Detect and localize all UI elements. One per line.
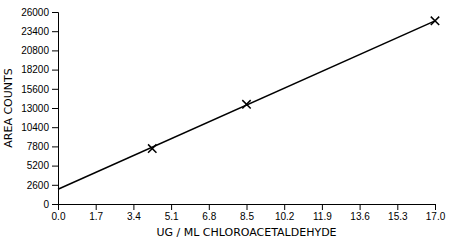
tick-mark — [284, 204, 285, 210]
marks — [58, 17, 439, 190]
tick-mark — [52, 127, 58, 128]
regression-line — [58, 21, 435, 189]
tick: 13000 — [21, 103, 58, 114]
plot: 0.0 1.7 3.4 5.1 6.8 8.5 10.2 11.9 13.6 15.3 17.0 0 2… — [21, 7, 445, 222]
chart: 0.0 1.7 3.4 5.1 6.8 8.5 10.2 11.9 13.6 15.3 17.0 0 2… — [0, 0, 455, 240]
tick: 15600 — [21, 84, 58, 95]
tick-label: 1.7 — [89, 211, 103, 222]
x-axis-title: UG / ML CHLOROACETALDEHYDE — [156, 226, 336, 239]
tick: 20800 — [21, 45, 58, 56]
tick-mark — [52, 31, 58, 32]
data-point — [431, 17, 439, 25]
tick: 3.4 — [127, 204, 141, 222]
y-axis-title: AREA COUNTS — [2, 68, 15, 147]
tick-label: 11.9 — [313, 211, 332, 222]
tick-mark — [435, 204, 436, 210]
y-axis: 0 2600 5200 7800 10400 13000 15600 18200 20800 23… — [21, 7, 58, 210]
tick-label: 26000 — [21, 7, 49, 18]
tick-label: 7800 — [27, 141, 50, 152]
tick: 1.7 — [89, 204, 103, 222]
tick-label: 20800 — [21, 45, 49, 56]
tick-mark — [209, 204, 210, 210]
tick: 0.0 — [52, 204, 66, 222]
data-point — [242, 100, 250, 108]
tick-label: 10.2 — [275, 211, 295, 222]
tick-label: 8.5 — [240, 211, 254, 222]
data-point — [148, 144, 156, 152]
tick: 5.1 — [165, 204, 179, 222]
tick: 5200 — [27, 160, 58, 171]
tick-mark — [133, 204, 134, 210]
tick: 2600 — [27, 180, 58, 191]
tick: 8.5 — [240, 204, 254, 222]
tick: 7800 — [27, 141, 58, 152]
tick-mark — [360, 204, 361, 210]
tick-mark — [247, 204, 248, 210]
tick: 23400 — [21, 26, 58, 37]
tick-label: 10400 — [21, 122, 49, 133]
tick-mark — [52, 166, 58, 167]
tick-mark — [397, 204, 398, 210]
tick: 0 — [43, 199, 58, 210]
tick: 17.0 — [426, 204, 446, 222]
tick: 26000 — [21, 7, 58, 18]
axis-line — [59, 205, 436, 211]
tick-mark — [96, 204, 97, 210]
tick: 15.3 — [388, 204, 408, 222]
tick-mark — [171, 204, 172, 210]
tick-mark — [52, 12, 58, 13]
tick-mark — [322, 204, 323, 210]
tick-label: 2600 — [27, 180, 50, 191]
tick-label: 18200 — [21, 64, 49, 75]
tick-mark — [52, 146, 58, 147]
tick-mark — [52, 89, 58, 90]
tick-label: 6.8 — [202, 211, 216, 222]
x-axis: 0.0 1.7 3.4 5.1 6.8 8.5 10.2 11.9 13.6 15.3 17.0 — [52, 204, 446, 222]
tick-label: 13000 — [21, 103, 49, 114]
tick-label: 5.1 — [165, 211, 179, 222]
tick-mark — [52, 50, 58, 51]
tick: 10.2 — [275, 204, 295, 222]
tick-label: 17.0 — [426, 211, 446, 222]
tick: 13.6 — [350, 204, 370, 222]
tick-mark — [52, 185, 58, 186]
tick: 18200 — [21, 64, 58, 75]
tick-label: 13.6 — [350, 211, 370, 222]
tick: 6.8 — [202, 204, 216, 222]
tick-label: 0 — [43, 199, 49, 210]
tick-label: 0.0 — [52, 211, 66, 222]
axis-line — [52, 13, 59, 205]
tick-label: 23400 — [21, 26, 49, 37]
tick-label: 15.3 — [388, 211, 408, 222]
tick-mark — [52, 70, 58, 71]
tick-mark — [52, 108, 58, 109]
tick-mark — [52, 204, 58, 205]
tick: 10400 — [21, 122, 58, 133]
tick-label: 3.4 — [127, 211, 141, 222]
tick-label: 5200 — [27, 160, 50, 171]
tick-label: 15600 — [21, 84, 49, 95]
tick: 11.9 — [313, 204, 332, 222]
